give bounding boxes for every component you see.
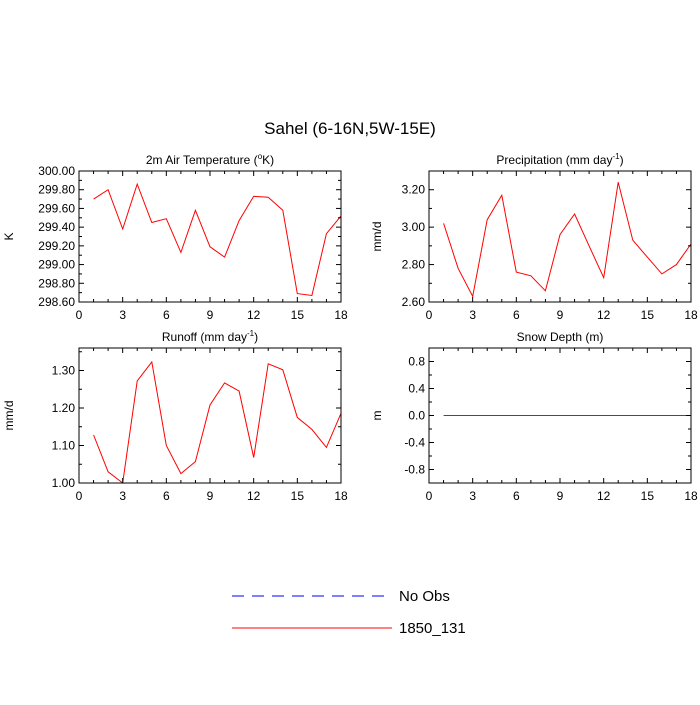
x-tick-label: 3 — [119, 489, 126, 503]
y-tick-label: 0.8 — [408, 355, 425, 369]
x-tick-label: 9 — [207, 308, 214, 322]
y-tick-label: -0.8 — [404, 463, 425, 477]
y-tick-label: 299.60 — [38, 201, 75, 215]
y-tick-label: 3.00 — [402, 220, 426, 234]
x-tick-label: 0 — [426, 308, 433, 322]
x-tick-label: 6 — [163, 489, 170, 503]
y-tick-label: 300.00 — [38, 164, 75, 178]
y-tick-label: 1.10 — [52, 439, 76, 453]
y-tick-label: 0.4 — [408, 382, 425, 396]
panel-title: Snow Depth (m) — [517, 330, 604, 344]
y-axis-label: mm/d — [370, 222, 384, 252]
x-tick-label: 12 — [597, 308, 611, 322]
y-tick-label: 298.60 — [38, 295, 75, 309]
x-tick-label: 6 — [513, 308, 520, 322]
x-tick-label: 3 — [119, 308, 126, 322]
x-tick-label: 0 — [426, 489, 433, 503]
x-tick-label: 9 — [557, 308, 564, 322]
x-tick-label: 3 — [469, 308, 476, 322]
x-tick-label: 6 — [513, 489, 520, 503]
y-tick-label: 299.20 — [38, 239, 75, 253]
y-axis-label: K — [2, 232, 16, 240]
panel-title-main: Runoff (mm day — [162, 330, 247, 344]
panel-title-tail: K) — [262, 153, 274, 167]
panel-title: Precipitation (mm day-1) — [496, 152, 623, 167]
x-tick-label: 15 — [641, 308, 655, 322]
x-tick-label: 9 — [557, 489, 564, 503]
y-tick-label: 2.80 — [402, 258, 426, 272]
x-tick-label: 15 — [641, 489, 655, 503]
figure-title: Sahel (6-16N,5W-15E) — [264, 119, 436, 138]
legend-label: 1850_131 — [399, 620, 466, 637]
y-tick-label: 299.80 — [38, 183, 75, 197]
x-tick-label: 18 — [334, 489, 348, 503]
panel-title-tail: ) — [620, 153, 624, 167]
x-tick-label: 3 — [469, 489, 476, 503]
x-tick-label: 18 — [334, 308, 348, 322]
x-tick-label: 15 — [291, 489, 305, 503]
y-tick-label: 299.00 — [38, 258, 75, 272]
y-tick-label: 1.00 — [52, 476, 76, 490]
x-tick-label: 18 — [684, 489, 698, 503]
legend-label: No Obs — [399, 588, 450, 605]
y-tick-label: 298.80 — [38, 276, 75, 290]
y-tick-label: 2.60 — [402, 295, 426, 309]
x-tick-label: 9 — [207, 489, 214, 503]
y-tick-label: 1.30 — [52, 364, 76, 378]
y-tick-label: 3.20 — [402, 183, 426, 197]
panel-title-main: 2m Air Temperature ( — [146, 153, 258, 167]
panel-title: Runoff (mm day-1) — [162, 329, 258, 344]
y-tick-label: 0.0 — [408, 409, 425, 423]
y-tick-label: 1.20 — [52, 401, 76, 415]
x-tick-label: 12 — [597, 489, 611, 503]
x-tick-label: 0 — [76, 308, 83, 322]
x-tick-label: 15 — [291, 308, 305, 322]
panel-title-tail: ) — [254, 330, 258, 344]
panel-title: 2m Air Temperature (oK) — [146, 152, 274, 167]
x-tick-label: 18 — [684, 308, 698, 322]
y-tick-label: -0.4 — [404, 436, 425, 450]
panel-title-main: Snow Depth (m) — [517, 330, 604, 344]
x-tick-label: 12 — [247, 489, 261, 503]
x-tick-label: 12 — [247, 308, 261, 322]
y-axis-label: mm/d — [2, 401, 16, 431]
x-tick-label: 6 — [163, 308, 170, 322]
y-tick-label: 299.40 — [38, 220, 75, 234]
panel-title-main: Precipitation (mm day — [496, 153, 612, 167]
x-tick-label: 0 — [76, 489, 83, 503]
y-axis-label: m — [370, 411, 384, 421]
